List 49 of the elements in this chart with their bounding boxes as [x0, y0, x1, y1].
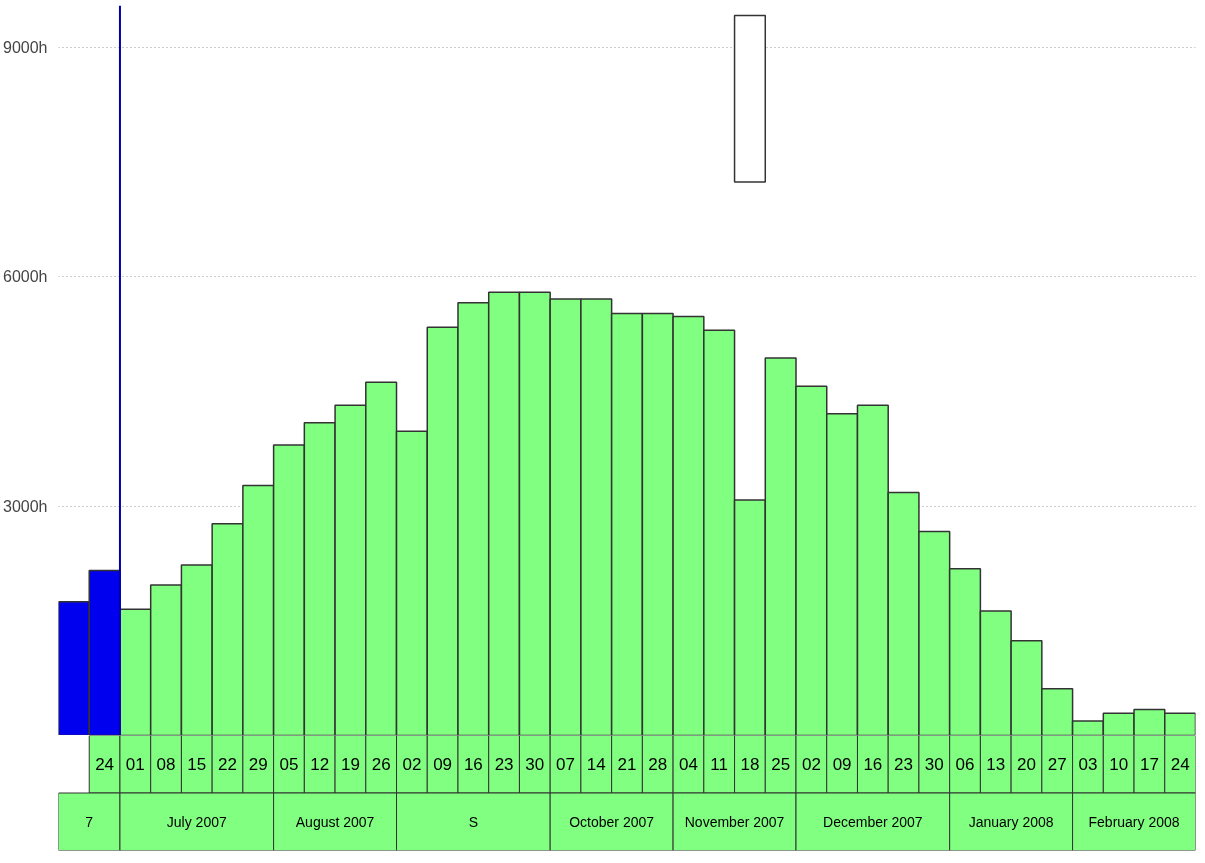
- x-tick-label: 05: [279, 755, 299, 775]
- x-tick-label: 13: [986, 755, 1006, 775]
- x-tick-label: 02: [402, 755, 422, 775]
- x-tick-label: 11: [710, 755, 729, 775]
- y-tick-label: 9000h: [3, 39, 48, 57]
- x-tick-label: 08: [156, 755, 176, 775]
- x-tick-label: 12: [310, 755, 330, 775]
- x-tick-label: 10: [1109, 755, 1129, 775]
- x-tick-label: 28: [648, 755, 668, 775]
- text: October 2007: [569, 813, 655, 830]
- x-tick-label: 25: [771, 755, 791, 775]
- text: December 2007: [823, 813, 923, 830]
- x-tick-label: 26: [371, 755, 391, 775]
- text: S: [468, 813, 479, 830]
- x-tick-label: 04: [679, 755, 698, 775]
- text: August 2007: [295, 813, 375, 830]
- x-tick-label: 16: [863, 755, 883, 775]
- x-tick-label: 30: [924, 755, 944, 775]
- x-tick-label: 27: [1047, 755, 1067, 775]
- x-tick-label: 24: [1170, 755, 1190, 775]
- x-tick-label: 01: [125, 755, 145, 775]
- x-tick-label: 02: [801, 755, 821, 775]
- x-tick-label: 07: [556, 755, 576, 775]
- x-tick-label: 30: [525, 755, 545, 775]
- x-tick-label: 15: [187, 755, 207, 775]
- x-tick-label: 16: [463, 755, 483, 775]
- text: 7: [85, 813, 94, 830]
- x-tick-label: 09: [832, 755, 852, 775]
- x-tick-label: 17: [1139, 755, 1159, 775]
- x-tick-label: 24: [95, 755, 115, 775]
- text: February 2008: [1088, 813, 1180, 830]
- text: January 2008: [968, 813, 1054, 830]
- bar: [733, 14, 767, 183]
- x-tick-label: 19: [340, 755, 360, 775]
- x-tick-label: 06: [955, 755, 975, 775]
- text: November 2007: [684, 813, 785, 830]
- x-tick-label: 29: [248, 755, 268, 775]
- y-tick-label: 3000h: [3, 497, 48, 515]
- x-tick-label: 14: [586, 755, 606, 775]
- x-tick-label: 18: [740, 755, 760, 775]
- y-tick-label: 6000h: [3, 268, 48, 286]
- x-tick-label: 09: [433, 755, 453, 775]
- x-tick-label: 03: [1078, 755, 1098, 775]
- x-tick-label: 23: [494, 755, 514, 775]
- x-tick-label: 22: [218, 755, 237, 775]
- x-tick-label: 23: [894, 755, 914, 775]
- x-tick-label: 21: [617, 755, 637, 775]
- x-tick-label: 20: [1017, 755, 1036, 775]
- text: July 2007: [166, 813, 227, 830]
